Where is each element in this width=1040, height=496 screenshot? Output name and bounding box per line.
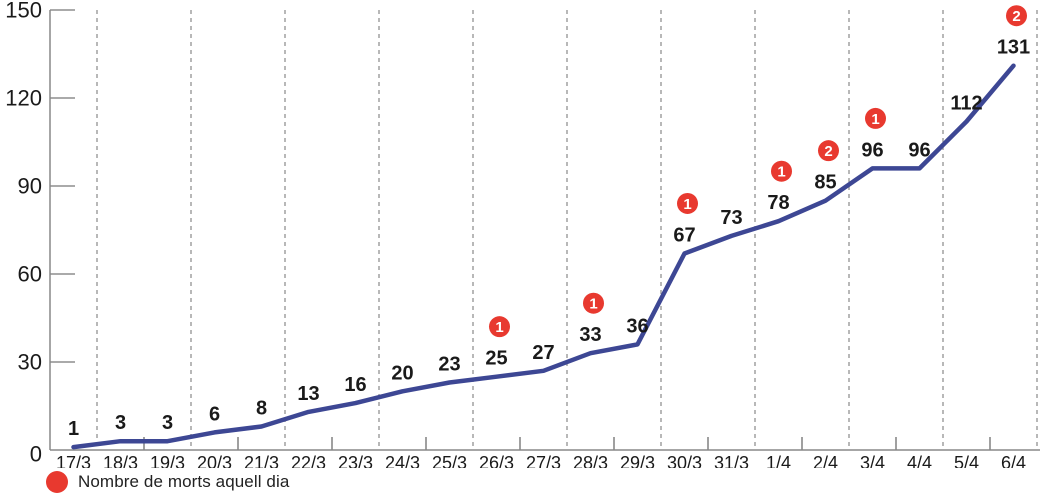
value-label: 33 xyxy=(579,324,601,346)
value-label: 78 xyxy=(767,192,789,214)
y-axis-label: 30 xyxy=(18,350,42,375)
value-label: 3 xyxy=(115,412,126,434)
value-label: 6 xyxy=(209,403,220,425)
death-dot-icon xyxy=(46,471,68,493)
x-axis-label: 31/3 xyxy=(714,453,749,468)
death-badge-icon xyxy=(1006,5,1027,27)
value-label: 16 xyxy=(344,374,366,396)
legend: Nombre de morts aquell dia xyxy=(46,469,289,495)
y-axis-label: 0 xyxy=(30,442,42,467)
x-axis-label: 2/4 xyxy=(813,453,838,468)
death-badge-count: 1 xyxy=(589,296,597,313)
x-axis-label: 28/3 xyxy=(573,453,608,468)
value-label: 23 xyxy=(438,354,460,376)
death-badge-count: 2 xyxy=(1012,8,1020,25)
x-axis-label: 27/3 xyxy=(526,453,561,468)
value-label: 112 xyxy=(950,92,982,114)
death-badge-count: 1 xyxy=(495,319,503,336)
x-axis-label: 26/3 xyxy=(479,453,514,468)
value-label: 67 xyxy=(673,224,695,246)
x-axis-label: 30/3 xyxy=(667,453,702,468)
value-label: 20 xyxy=(391,362,413,384)
x-axis-label: 17/3 xyxy=(56,453,91,468)
cumulative-line xyxy=(71,63,1016,450)
x-axis-label: 29/3 xyxy=(620,453,655,468)
y-axis-label: 150 xyxy=(5,0,42,23)
value-label: 8 xyxy=(256,398,267,420)
death-badge-count: 1 xyxy=(683,196,691,213)
death-badge-icon xyxy=(771,160,792,182)
x-axis-label: 19/3 xyxy=(150,453,185,468)
value-label: 131 xyxy=(997,37,1030,59)
value-label: 13 xyxy=(297,383,319,405)
value-label: 1 xyxy=(68,418,79,440)
x-axis-label: 6/4 xyxy=(1001,453,1026,468)
death-badge-icon xyxy=(489,316,510,338)
death-badge-count: 2 xyxy=(824,143,832,160)
x-axis-label: 1/4 xyxy=(766,453,791,468)
x-axis-label: 24/3 xyxy=(385,453,420,468)
x-axis-label: 21/3 xyxy=(244,453,279,468)
death-badge-icon xyxy=(677,192,698,214)
death-badge-icon xyxy=(818,140,839,162)
x-axis-label: 3/4 xyxy=(860,453,885,468)
death-badge-count: 1 xyxy=(871,111,879,128)
value-label: 3 xyxy=(162,412,173,434)
x-axis-label: 20/3 xyxy=(197,453,232,468)
death-badge-icon xyxy=(583,292,604,314)
value-label: 36 xyxy=(626,315,648,337)
value-label: 96 xyxy=(908,139,930,161)
death-badge-icon xyxy=(865,107,886,129)
x-axis-label: 23/3 xyxy=(338,453,373,468)
x-axis-label: 25/3 xyxy=(432,453,467,468)
value-label: 25 xyxy=(485,348,507,370)
death-badge-count: 1 xyxy=(777,164,785,181)
value-label: 85 xyxy=(814,172,836,194)
x-axis-label: 5/4 xyxy=(954,453,979,468)
y-axis-label: 120 xyxy=(5,86,42,111)
x-axis-label: 22/3 xyxy=(291,453,326,468)
value-label: 96 xyxy=(861,139,883,161)
legend-label: Nombre de morts aquell dia xyxy=(78,472,290,491)
value-label: 27 xyxy=(532,342,554,364)
x-axis-label: 18/3 xyxy=(103,453,138,468)
x-axis-label: 4/4 xyxy=(907,453,932,468)
y-axis-label: 90 xyxy=(18,174,42,199)
y-axis-label: 60 xyxy=(18,262,42,287)
value-label: 73 xyxy=(720,207,742,229)
